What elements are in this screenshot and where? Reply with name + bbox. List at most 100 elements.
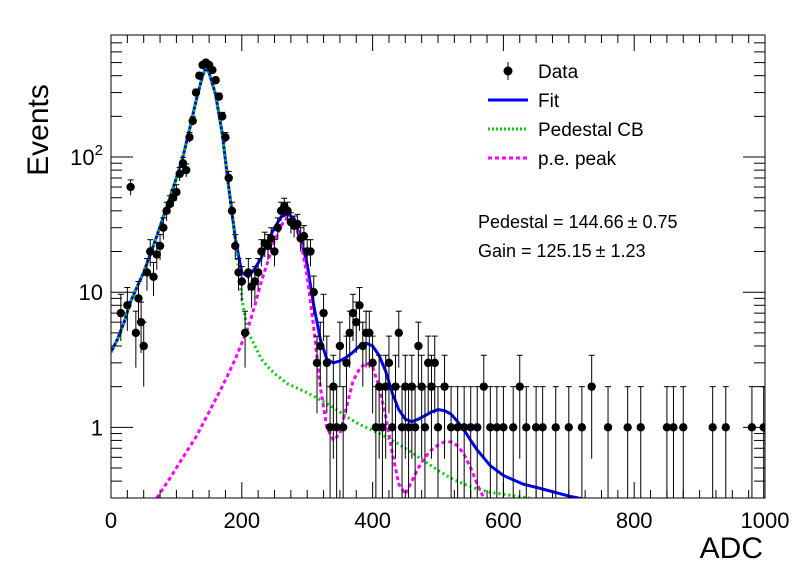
data-point (253, 268, 263, 277)
data-point (312, 358, 322, 368)
data-point (208, 65, 217, 75)
data-point (499, 423, 508, 432)
data-point (234, 268, 243, 277)
legend-swatch-marker (503, 66, 513, 76)
y-tick-label: 102 (70, 142, 103, 170)
data-point (374, 382, 384, 391)
x-tick-label: 400 (354, 508, 391, 533)
data-point (319, 308, 328, 318)
x-tick-label: 600 (485, 508, 522, 533)
y-tick-label: 1 (91, 415, 103, 440)
legend-entry: p.e. peak (488, 149, 617, 170)
data-point (538, 423, 547, 432)
data-point (603, 423, 613, 432)
data-point (509, 423, 518, 432)
annotation-uncertainty: ± 1.23 (596, 241, 646, 261)
data-point (440, 382, 449, 391)
data-point (244, 268, 253, 277)
data-point (155, 241, 165, 251)
data-point (433, 423, 443, 432)
data-point (365, 328, 374, 338)
data-point (250, 277, 260, 286)
data-point (152, 250, 161, 259)
data-point (257, 247, 266, 256)
data-point (139, 341, 148, 351)
data-point (368, 358, 377, 368)
data-point (427, 382, 436, 391)
data-point (531, 423, 541, 432)
data-point (146, 247, 155, 256)
legend-label: p.e. peak (538, 149, 617, 170)
x-tick-label: 800 (616, 508, 653, 533)
data-point (329, 382, 338, 391)
data-point (240, 328, 250, 338)
data-point (273, 223, 282, 232)
data-point (182, 165, 191, 175)
annotation-pedestal: Pedestal = 144.66 ± 0.75 (478, 212, 678, 232)
data-point (165, 199, 175, 209)
data-point (355, 301, 364, 310)
legend: Data Fit Pedestal CB p.e. peak (488, 62, 644, 170)
data-point (446, 423, 456, 432)
legend-label: Data (538, 62, 579, 83)
data-point (211, 76, 220, 85)
x-tick-label: 1000 (741, 508, 790, 533)
data-point (175, 169, 184, 179)
data-point (708, 423, 717, 432)
annotation-value: Pedestal = 144.66 (478, 212, 624, 232)
data-point (348, 308, 358, 318)
legend-label: Pedestal CB (538, 120, 644, 141)
data-point (577, 423, 587, 432)
data-point (188, 116, 197, 126)
data-point (453, 423, 462, 432)
legend-entry: Data (503, 62, 579, 83)
data-point (551, 423, 560, 432)
data-point (623, 423, 632, 432)
data-point (309, 287, 318, 297)
data-point (401, 382, 410, 391)
axes-layer: 0 200 400 600 800 1000 1 10 102 (70, 34, 790, 533)
series-line-p-e-peak (155, 214, 486, 498)
data-point (378, 423, 387, 432)
data-point (159, 223, 168, 232)
data-point (270, 247, 279, 256)
data-point (404, 423, 413, 432)
data-point (267, 234, 276, 243)
data-point (473, 423, 482, 432)
data-point (335, 341, 345, 351)
data-point (721, 423, 730, 432)
series-line-pedestal-cb (111, 64, 530, 498)
data-point (662, 423, 672, 432)
data-point (352, 317, 361, 327)
data-point (345, 328, 354, 338)
data-point (195, 71, 204, 80)
data-point (679, 423, 688, 432)
data-point (459, 423, 469, 432)
data-point (358, 341, 367, 351)
data-point (221, 133, 230, 142)
data-point (410, 423, 420, 432)
data-point (224, 173, 233, 183)
data-point (227, 206, 237, 216)
data-point (342, 358, 351, 368)
legend-label: Fit (538, 91, 560, 112)
data-point (515, 382, 524, 391)
x-tick-label: 0 (105, 508, 117, 533)
data-point (149, 272, 158, 281)
data-point (325, 423, 335, 432)
data-point (162, 206, 171, 216)
x-tick-label: 200 (223, 508, 260, 533)
y-tick-label: 10 (79, 280, 103, 305)
data-point (299, 231, 309, 241)
data-point (430, 358, 439, 368)
data-point (322, 358, 332, 368)
data-point (394, 328, 403, 338)
data-point (185, 133, 194, 142)
data-point (669, 423, 678, 432)
legend-entry: Pedestal CB (488, 120, 644, 141)
series-layer (111, 58, 765, 498)
data-point (214, 92, 224, 101)
data-point (423, 358, 433, 368)
fit-annotations: Pedestal = 144.66 ± 0.75 Gain = 125.15 ± 1.… (478, 212, 678, 261)
